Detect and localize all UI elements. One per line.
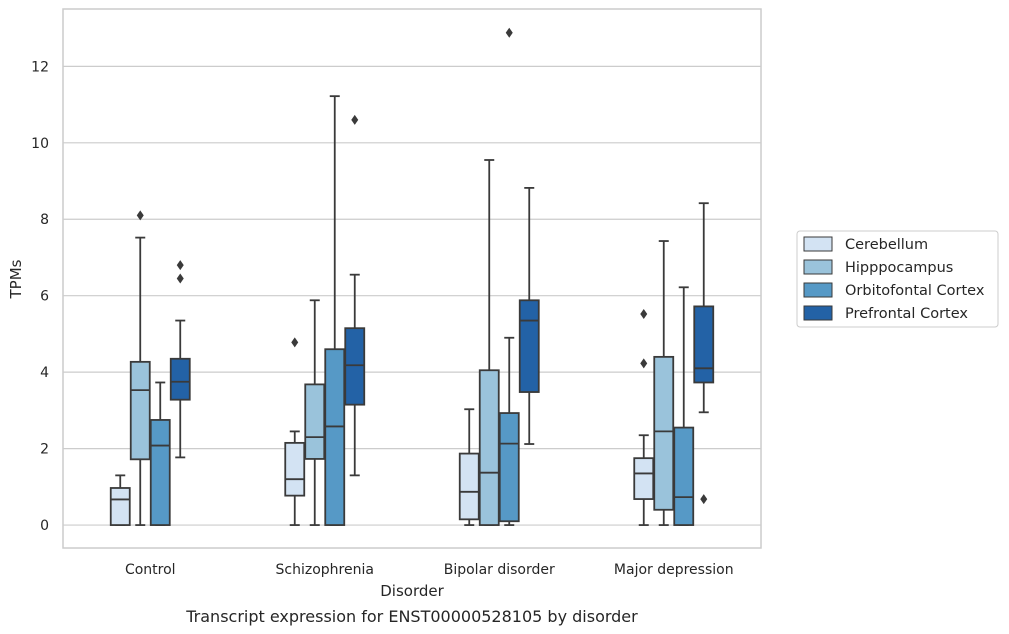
grid-lines: [63, 65, 761, 526]
y-tick-label-12: 12: [31, 59, 49, 75]
outlier-point-1: [176, 260, 184, 271]
box-prefrontal-cortex-major-depression: [693, 202, 715, 505]
x-tick-label-schizophrenia: Schizophrenia: [276, 562, 374, 578]
x-tick-label-major-depression: Major depression: [614, 562, 734, 578]
x-tick-label-control: Control: [125, 562, 176, 578]
box-iqr: [324, 348, 346, 526]
box-iqr: [149, 419, 171, 526]
y-tick-label-6: 6: [40, 289, 49, 305]
y-tick-label-0: 0: [40, 518, 49, 534]
legend-label-orbitofontal-cortex: Orbitofontal Cortex: [845, 283, 985, 299]
box-prefrontal-cortex-bipolar-disorder: [518, 187, 540, 445]
box-iqr: [498, 412, 520, 523]
box-iqr: [518, 299, 540, 393]
outlier-point-0: [700, 494, 708, 505]
box-hipppocampus-control: [129, 210, 151, 526]
outlier-point-0: [505, 27, 513, 38]
box-cerebellum-major-depression: [633, 309, 655, 526]
y-tick-label-8: 8: [40, 212, 49, 228]
y-tick-label-10: 10: [31, 136, 49, 152]
outlier-point-0: [136, 210, 144, 221]
box-cerebellum-control: [109, 474, 131, 526]
box-series: [109, 27, 715, 526]
outlier-point-0: [640, 358, 648, 369]
legend-swatch-orbitofontal-cortex: [803, 282, 833, 298]
box-iqr: [653, 355, 675, 511]
box-orbitofontal-cortex-bipolar-disorder: [498, 27, 520, 526]
legend-label-prefrontal-cortex: Prefrontal Cortex: [845, 306, 968, 322]
box-cerebellum-schizophrenia: [284, 337, 306, 526]
box-iqr: [344, 327, 366, 406]
box-iqr: [633, 457, 655, 500]
y-tick-label-4: 4: [40, 365, 49, 381]
x-axis-label: Disorder: [380, 582, 444, 600]
box-iqr: [109, 487, 131, 526]
outlier-point-0: [176, 273, 184, 284]
box-cerebellum-bipolar-disorder: [458, 408, 480, 526]
plot-frame: [62, 8, 762, 549]
box-iqr: [458, 452, 480, 521]
outlier-point-0: [351, 114, 359, 125]
legend-frame: [796, 230, 999, 328]
box-iqr: [693, 305, 715, 384]
box-hipppocampus-major-depression: [653, 240, 675, 526]
box-prefrontal-cortex-control: [169, 260, 191, 459]
box-hipppocampus-bipolar-disorder: [478, 159, 500, 526]
legend-swatch-cerebellum: [803, 236, 833, 252]
y-tick-label-2: 2: [40, 442, 49, 458]
chart-caption: Transcript expression for ENST0000052810…: [185, 607, 638, 626]
legend-swatch-hipppocampus: [803, 259, 833, 275]
y-axis-ticks: 0 2 4 6 8 10 12: [31, 59, 49, 534]
box-prefrontal-cortex-schizophrenia: [344, 114, 366, 477]
x-tick-label-bipolar-disorder: Bipolar disorder: [444, 562, 555, 578]
outlier-point-1: [640, 309, 648, 320]
box-orbitofontal-cortex-schizophrenia: [324, 95, 346, 526]
legend: Cerebellum Hipppocampus Orbitofontal Corte…: [796, 230, 999, 328]
outlier-point-0: [291, 337, 299, 348]
box-iqr: [478, 369, 500, 526]
x-axis-ticks: Control Schizophrenia Bipolar disorder Majo…: [125, 562, 734, 578]
legend-label-cerebellum: Cerebellum: [845, 237, 928, 253]
box-iqr: [673, 426, 695, 526]
box-iqr: [284, 441, 306, 497]
box-orbitofontal-cortex-control: [149, 381, 171, 526]
y-axis-label: TPMs: [7, 259, 25, 299]
box-iqr: [129, 360, 151, 461]
box-iqr: [304, 383, 326, 460]
legend-label-hipppocampus: Hipppocampus: [845, 260, 953, 276]
legend-swatch-prefrontal-cortex: [803, 305, 833, 321]
box-hipppocampus-schizophrenia: [304, 299, 326, 526]
box-orbitofontal-cortex-major-depression: [673, 286, 695, 526]
box-iqr: [169, 357, 191, 401]
